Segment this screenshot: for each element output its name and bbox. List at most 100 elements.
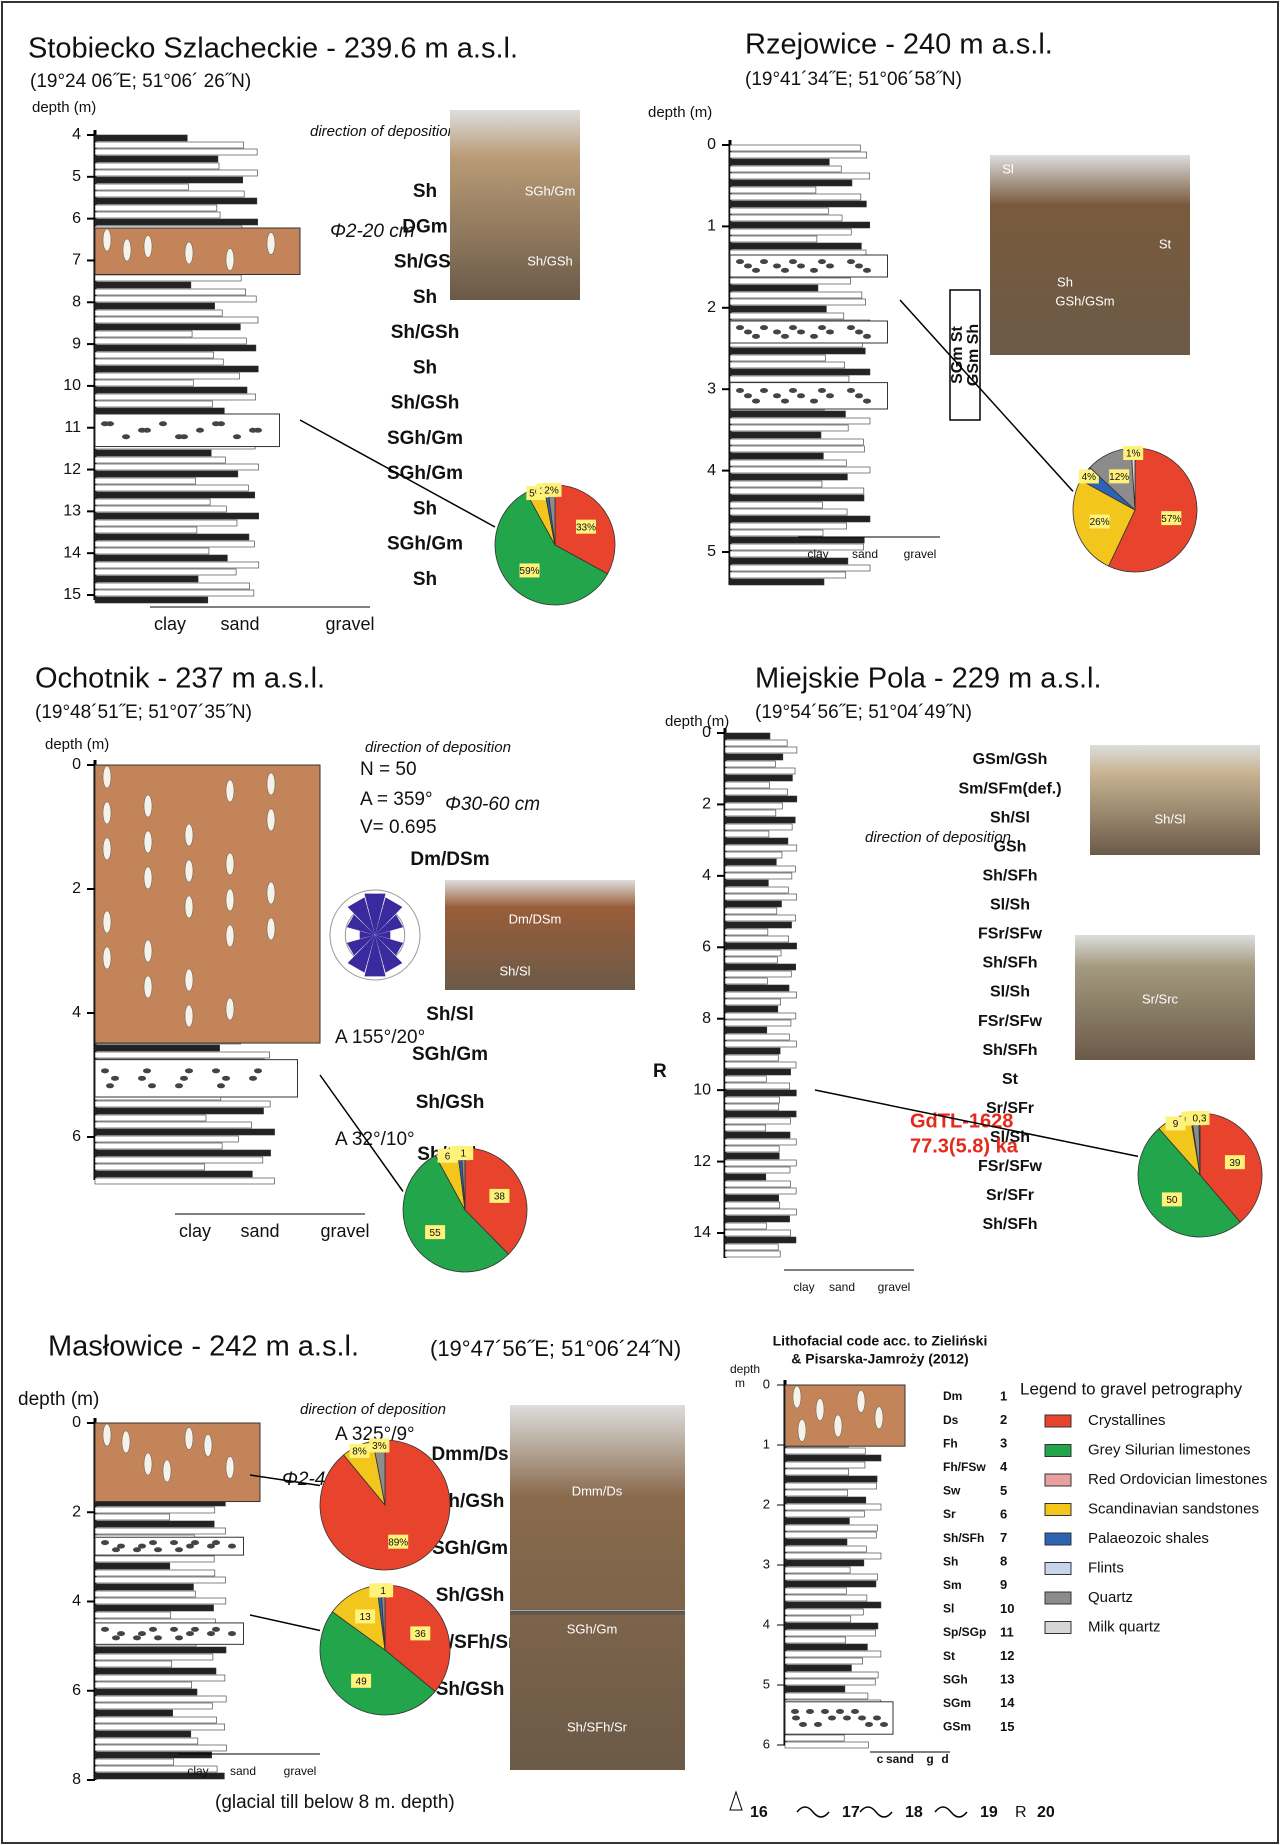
photo-label: Dmm/Ds bbox=[572, 1483, 623, 1498]
layer bbox=[724, 1061, 797, 1069]
value-label: 12% bbox=[1109, 472, 1129, 483]
layer bbox=[784, 1608, 864, 1616]
clast bbox=[821, 1709, 829, 1715]
layer bbox=[729, 158, 830, 166]
layer bbox=[724, 1068, 791, 1076]
direction-label: direction of deposition bbox=[865, 829, 1011, 846]
layer bbox=[784, 1510, 865, 1518]
layer bbox=[729, 431, 822, 439]
depth-tick-label: 4 bbox=[72, 126, 81, 143]
facies-label: FSr/SFw bbox=[978, 926, 1043, 943]
rose-petal bbox=[375, 914, 404, 935]
facies-label: Sh/GSh bbox=[436, 1679, 505, 1700]
clast bbox=[217, 1083, 225, 1089]
depth-tick-label: 1 bbox=[763, 1436, 770, 1451]
rose-petal bbox=[359, 931, 375, 939]
layer bbox=[94, 1716, 217, 1724]
clast bbox=[101, 1068, 109, 1074]
value-label: 13 bbox=[360, 1612, 372, 1623]
legend-label: Grey Silurian limestones bbox=[1088, 1441, 1251, 1458]
layer bbox=[94, 372, 240, 380]
annotation: (glacial till below 8 m. depth) bbox=[215, 1792, 455, 1813]
layer bbox=[94, 358, 224, 366]
gravel-layer bbox=[94, 1059, 298, 1098]
layer bbox=[724, 865, 796, 873]
layer bbox=[94, 281, 192, 289]
depth-label: depth (m) bbox=[45, 736, 109, 753]
arrow bbox=[814, 1089, 1139, 1158]
value-label: 0,3 bbox=[1193, 1114, 1207, 1125]
layer bbox=[94, 456, 226, 464]
clast bbox=[752, 333, 760, 339]
layer bbox=[784, 1615, 852, 1623]
clast bbox=[102, 228, 112, 252]
clast bbox=[122, 434, 130, 440]
clast bbox=[175, 1083, 183, 1089]
clast bbox=[143, 1068, 151, 1074]
depth-tick-label: 6 bbox=[72, 210, 81, 227]
layer bbox=[724, 732, 771, 740]
layer bbox=[729, 144, 861, 152]
depth-unit: m bbox=[735, 1376, 745, 1390]
facies-label: FSr/SFw bbox=[978, 1158, 1043, 1175]
layer bbox=[729, 375, 850, 383]
layer bbox=[724, 1222, 767, 1230]
depth-label: depth (m) bbox=[32, 99, 96, 116]
facies-code: SGh bbox=[943, 1672, 968, 1686]
layer bbox=[729, 165, 842, 173]
grain-size-label: sand bbox=[886, 1752, 914, 1766]
layer bbox=[94, 1163, 205, 1171]
layer bbox=[724, 1208, 797, 1216]
layer bbox=[784, 1545, 867, 1553]
depth-tick-label: 5 bbox=[763, 1676, 770, 1691]
symbol-number: 20 bbox=[1037, 1804, 1055, 1821]
layer bbox=[729, 438, 864, 446]
facies-label: SGh/Gm bbox=[412, 1044, 488, 1065]
grain-size-label: sand bbox=[852, 547, 878, 561]
value-label: 36 bbox=[415, 1629, 427, 1640]
panel-title: Rzejowice - 240 m a.s.l. bbox=[745, 29, 1053, 61]
pie-slice bbox=[402, 1154, 510, 1273]
photo-label: Dm/DSm bbox=[509, 911, 562, 926]
photo-label: St bbox=[1159, 236, 1172, 251]
annotation: A 155°/20° bbox=[335, 1027, 425, 1048]
layer bbox=[94, 1128, 275, 1136]
layer bbox=[724, 1110, 797, 1118]
depth-tick-label: 6 bbox=[72, 1682, 81, 1699]
gravel-layer bbox=[729, 382, 888, 410]
annotation: A 32°/10° bbox=[335, 1129, 415, 1150]
clast bbox=[112, 1547, 120, 1553]
gravel-layer bbox=[784, 1701, 894, 1735]
layer bbox=[94, 1744, 227, 1752]
layer bbox=[729, 284, 819, 292]
layer bbox=[784, 1622, 879, 1630]
layer bbox=[784, 1629, 876, 1637]
clast bbox=[212, 1540, 220, 1546]
layer bbox=[784, 1734, 845, 1742]
layer bbox=[94, 596, 209, 604]
clast bbox=[797, 393, 805, 399]
gravel-layer bbox=[94, 413, 280, 448]
facies-label: GSm/GSh bbox=[973, 751, 1048, 768]
facies-label: Sh/SFh bbox=[982, 1216, 1037, 1233]
layer bbox=[94, 1597, 227, 1605]
layer bbox=[784, 1685, 846, 1693]
panel-title: Stobiecko Szlacheckie - 239.6 m a.s.l. bbox=[28, 33, 518, 65]
gravel-layer bbox=[94, 1622, 244, 1645]
value-label: 59% bbox=[520, 566, 540, 577]
grain-size-label: clay bbox=[187, 1764, 208, 1778]
clast bbox=[855, 393, 863, 399]
layer bbox=[724, 1012, 797, 1020]
layer bbox=[729, 291, 863, 299]
clast bbox=[225, 924, 235, 948]
facies-number: 3 bbox=[1000, 1436, 1007, 1451]
rose-petal bbox=[346, 914, 375, 935]
facies-label: Sh/SFh bbox=[982, 955, 1037, 972]
clast bbox=[112, 1635, 120, 1641]
value-label-box bbox=[575, 519, 596, 534]
layer bbox=[94, 1737, 199, 1745]
facies-code: Sm bbox=[943, 1578, 962, 1592]
depth-label: depth bbox=[730, 1362, 760, 1376]
depth-tick-label: 2 bbox=[702, 796, 711, 813]
legend-title: Legend to gravel petrography bbox=[1020, 1379, 1243, 1398]
